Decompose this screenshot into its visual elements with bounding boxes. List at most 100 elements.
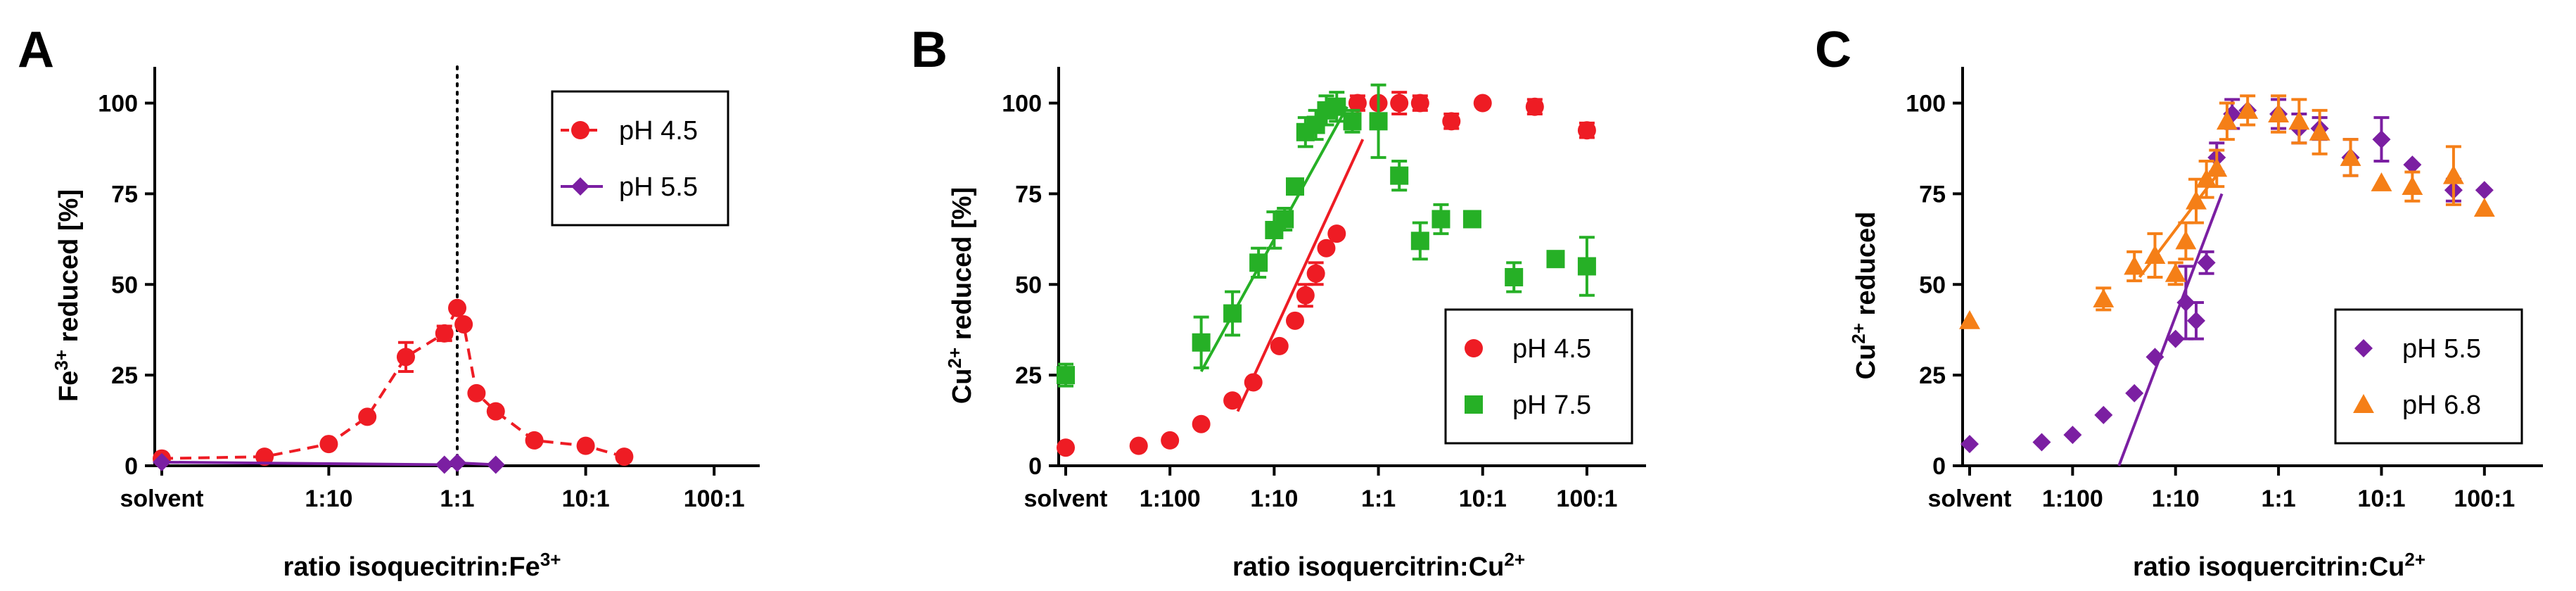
legend-marker [1465,395,1483,414]
data-point [2197,253,2216,272]
data-point [448,298,466,317]
legend-marker [571,121,589,139]
y-tick-label: 0 [125,453,138,480]
x-tick-label: 100:1 [2454,485,2515,512]
data-point [486,402,505,421]
data-point [1505,267,1524,286]
data-point [2268,103,2290,122]
legend: pH 5.5 pH 6.8 [2334,308,2523,445]
panel-letter: A [18,22,54,78]
data-point [2206,158,2228,177]
data-point [2175,230,2197,250]
data-point [2340,146,2361,166]
data-point [2166,329,2185,348]
data-point [2442,165,2464,184]
series-pH-7-5 [1057,83,1596,388]
data-point [358,407,377,426]
y-tick-label: 25 [1919,362,1946,389]
data-point [2094,405,2113,424]
y-tick-label: 50 [1015,272,1042,298]
data-point [1306,264,1325,283]
y-tick-label: 100 [1906,91,1946,117]
y-tick-label: 100 [98,91,138,117]
data-point [615,447,634,466]
panel-a: A Fe3+ reduced [%] ratio isoquecitrin:Fe… [18,22,760,582]
legend-marker [2353,394,2374,413]
data-point [2093,288,2115,307]
x-tick-label: 100:1 [1556,485,1617,512]
legend-label: pH 7.5 [1512,390,1591,420]
fit-line [1236,139,1365,412]
data-point [2144,245,2166,264]
legend: pH 4.5 pH 7.5 [1444,308,1633,445]
data-point [454,314,473,333]
data-point [2164,262,2186,282]
legend-box [1444,308,1633,445]
legend-box [2334,308,2523,445]
data-point [2187,311,2205,330]
data-point [2032,433,2051,452]
y-axis-label: Cu2+ reduced [1848,212,1881,380]
data-point [2473,198,2495,217]
panel-b: B Cu2+ reduced [%] ratio isoquercitrin:C… [911,22,1646,582]
legend-label: pH 6.8 [2402,390,2481,420]
fit-line [2117,193,2224,466]
legend-label: pH 5.5 [619,172,698,202]
data-point [2402,176,2423,196]
x-tick-label: 1:100 [2042,485,2103,512]
x-axis-label: ratio isoquecitrin:Fe3+ [283,549,561,582]
data-point [1960,435,1979,454]
data-point [1286,311,1304,330]
data-point [1057,366,1075,385]
x-tick-label: 10:1 [2357,485,2405,512]
y-axis-label: Fe3+ reduced [%] [51,189,84,402]
x-tick-label: 1:1 [1361,485,1396,512]
data-point [1223,304,1242,323]
legend-box [551,90,729,227]
data-point [2145,348,2164,367]
data-point [1442,112,1461,131]
data-point [435,455,454,474]
x-tick-label: 10:1 [562,485,610,512]
data-point [1244,373,1263,392]
x-tick-label: 1:10 [1250,485,1298,512]
data-point [1369,112,1388,131]
data-point [1577,121,1596,140]
data-point [2063,426,2082,445]
data-point [2372,130,2391,149]
data-point [1390,94,1409,113]
data-point [1410,231,1429,250]
data-point [1546,250,1565,269]
y-tick-label: 50 [1919,272,1946,298]
series-pH-5-5 [153,452,505,474]
data-point [1959,310,1980,329]
x-tick-label: solvent [1927,485,2011,512]
y-tick-label: 75 [1919,181,1946,208]
series-pH-4-5 [153,298,634,468]
data-point [255,447,274,466]
data-point [2288,110,2310,130]
x-tick-label: 1:100 [1140,485,1201,512]
data-point [2371,172,2392,191]
data-point [1577,257,1596,276]
data-point [2403,155,2422,174]
y-tick-label: 75 [111,181,138,208]
data-point [448,453,466,472]
data-point [1129,436,1148,455]
y-tick-label: 0 [1932,453,1946,480]
legend-marker [2354,339,2373,357]
y-tick-label: 25 [111,362,138,389]
series-pH-6-8 [1959,94,2495,329]
data-point [2195,168,2217,188]
series-line [161,304,625,460]
data-point [435,324,454,343]
data-point [1410,94,1429,113]
x-tick-label: solvent [1024,485,1107,512]
data-point [486,455,505,474]
x-tick-label: 1:10 [305,485,352,512]
data-point [1432,210,1450,229]
y-tick-label: 50 [111,272,138,298]
data-point [319,435,338,454]
legend-marker [1465,339,1483,357]
